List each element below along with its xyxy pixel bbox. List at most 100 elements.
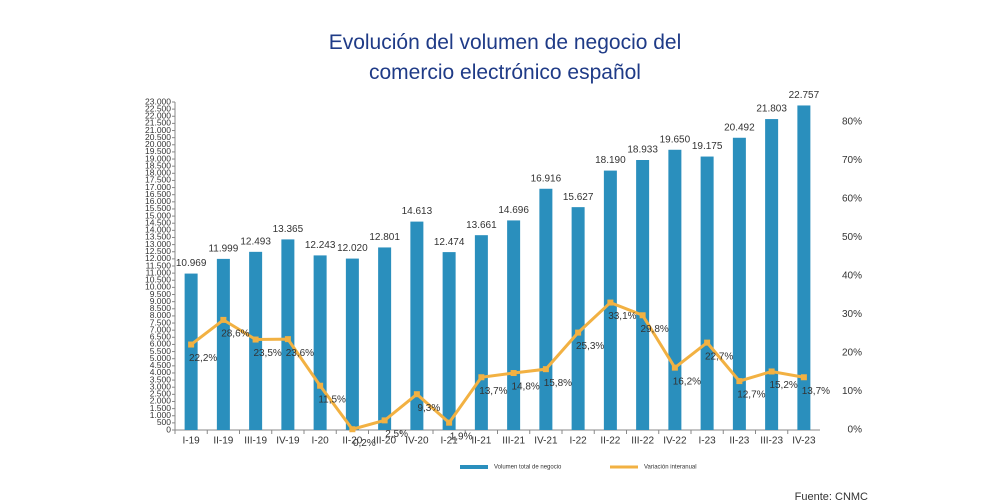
bar-value-label: 22.757 [789, 90, 820, 101]
y-tick-label: 10.500 [145, 275, 171, 285]
x-tick-label: I-23 [699, 436, 717, 447]
bar [507, 220, 521, 430]
line-point [349, 426, 356, 433]
line-value-label: 23,6% [286, 348, 314, 359]
x-tick-label: II-20 [342, 436, 362, 447]
y-tick-label: 19.500 [145, 146, 171, 156]
line-value-label: 0,2% [353, 438, 376, 449]
bar [313, 255, 327, 430]
bar-value-label: 16.916 [531, 173, 562, 184]
line-value-label: 1,9% [450, 431, 473, 442]
bar [571, 207, 585, 430]
bar [732, 137, 746, 430]
bar-value-label: 12.493 [240, 236, 271, 247]
bar-value-label: 12.020 [337, 243, 368, 254]
y-tick-label: 8.500 [150, 303, 172, 313]
line-value-label: 23,5% [253, 348, 281, 359]
x-tick-label: I-22 [570, 436, 588, 447]
x-tick-label: IV-20 [405, 436, 429, 447]
legend-label: Variación interanual [644, 465, 697, 471]
y-tick-label: 9.500 [150, 289, 172, 299]
y-tick-label: 6.500 [150, 332, 172, 342]
bar [378, 247, 392, 430]
bar [765, 119, 779, 431]
bar-value-label: 14.613 [402, 206, 433, 217]
line-point [639, 312, 646, 319]
bar-value-label: 10.969 [176, 258, 207, 269]
y-tick-label: 22.500 [145, 103, 171, 113]
y-tick-label: 7.500 [150, 317, 172, 327]
y-tick-label: 5.000 [150, 353, 172, 363]
bar-value-label: 20.492 [724, 122, 755, 133]
line-point [381, 417, 388, 424]
y2-tick-label: 70% [842, 155, 862, 166]
y-tick-label: 14.500 [145, 217, 171, 227]
x-tick-label: IV-21 [534, 436, 558, 447]
y-tick-label: 6.000 [150, 339, 172, 349]
bar-value-label: 13.661 [466, 220, 497, 231]
bar-value-label: 14.696 [498, 205, 529, 216]
line-value-label: 11,5% [318, 394, 346, 405]
y-tick-label: 17.000 [145, 182, 171, 192]
line-point [220, 316, 227, 323]
bar [700, 156, 714, 430]
x-tick-label: II-23 [729, 436, 749, 447]
y2-tick-label: 50% [842, 232, 862, 243]
bar [474, 235, 488, 430]
y2-tick-label: 20% [842, 348, 862, 359]
line-value-label: 15,8% [544, 378, 572, 389]
y-tick-label: 22.000 [145, 111, 171, 121]
y2-tick-label: 80% [842, 117, 862, 128]
y-tick-label: 20.500 [145, 132, 171, 142]
line-value-label: 33,1% [608, 311, 636, 322]
line-value-label: 12,7% [737, 390, 765, 401]
line-point [768, 368, 775, 375]
line-value-label: 13,7% [479, 386, 507, 397]
y-tick-label: 13.000 [145, 239, 171, 249]
line-point [704, 339, 711, 346]
bar [539, 188, 553, 430]
y-tick-label: 4.500 [150, 360, 172, 370]
bar-value-label: 15.627 [563, 192, 594, 203]
line-point [284, 336, 291, 343]
y-tick-label: 16.500 [145, 189, 171, 199]
legend-swatch [460, 465, 488, 469]
y-tick-label: 12.500 [145, 246, 171, 256]
bar [636, 159, 650, 430]
y-tick-label: 18.500 [145, 160, 171, 170]
x-tick-label: IV-22 [663, 436, 687, 447]
x-tick-label: II-21 [471, 436, 491, 447]
y2-tick-label: 40% [842, 271, 862, 282]
y2-tick-label: 60% [842, 194, 862, 205]
x-tick-label: III-21 [502, 436, 525, 447]
line-value-label: 25,3% [576, 341, 604, 352]
y-tick-label: 2.000 [150, 396, 172, 406]
bar [442, 252, 456, 430]
bar [184, 273, 198, 430]
y-tick-label: 20.000 [145, 139, 171, 149]
x-tick-label: IV-23 [792, 436, 816, 447]
line-point [510, 370, 517, 377]
line-value-label: 2,5% [385, 429, 408, 440]
bar-value-label: 13.365 [273, 224, 304, 235]
line-point [478, 374, 485, 381]
line-value-label: 15,2% [769, 380, 797, 391]
bar-value-label: 11.999 [208, 244, 238, 255]
bar [216, 258, 230, 430]
bar-value-label: 19.650 [660, 134, 691, 145]
line-point [736, 378, 743, 385]
bar [797, 105, 811, 430]
line-point [188, 341, 195, 348]
bar-value-label: 12.243 [305, 240, 336, 251]
y-tick-label: 500 [157, 417, 171, 427]
y-tick-label: 7.000 [150, 324, 172, 334]
y-tick-label: 16.000 [145, 196, 171, 206]
bar-value-label: 19.175 [692, 141, 723, 152]
chart-title: Evolución del volumen de negocio del com… [328, 31, 682, 84]
x-tick-label: III-19 [244, 436, 267, 447]
line-point [446, 419, 453, 426]
y-tick-label: 17.500 [145, 175, 171, 185]
line-value-label: 29,8% [640, 324, 668, 335]
line-point [671, 364, 678, 371]
